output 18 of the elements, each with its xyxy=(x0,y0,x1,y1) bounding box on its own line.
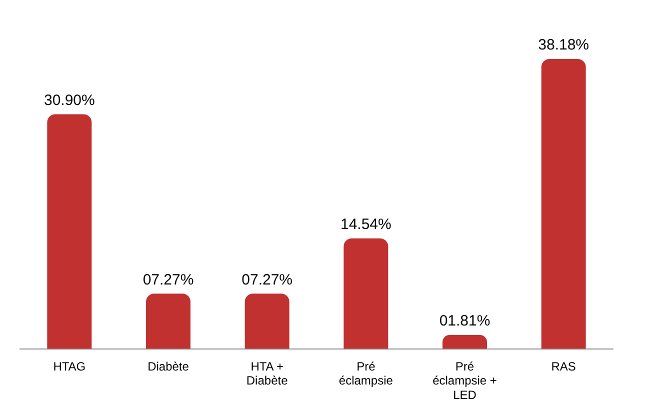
x-tick-label: RAS xyxy=(551,359,576,374)
data-label: 30.90% xyxy=(44,92,95,109)
data-label: 38.18% xyxy=(538,36,590,54)
x-tick-label: HTA + Diabète xyxy=(246,359,288,388)
bar xyxy=(442,335,487,349)
data-label: 14.54% xyxy=(340,216,392,234)
bar xyxy=(244,294,290,349)
data-label: 01.81% xyxy=(439,312,490,330)
bar xyxy=(541,58,586,349)
bar xyxy=(47,114,92,349)
x-tick-label: Pré éclampsie + LED xyxy=(432,359,497,402)
bar xyxy=(344,238,388,349)
x-tick-label: Diabète xyxy=(148,359,190,374)
x-tick-label: HTAG xyxy=(53,359,86,374)
data-label: 07.27% xyxy=(142,271,194,288)
x-tick-label: Pré éclampsie xyxy=(338,359,394,388)
data-label: 07.27% xyxy=(242,271,293,288)
bar xyxy=(146,294,190,349)
